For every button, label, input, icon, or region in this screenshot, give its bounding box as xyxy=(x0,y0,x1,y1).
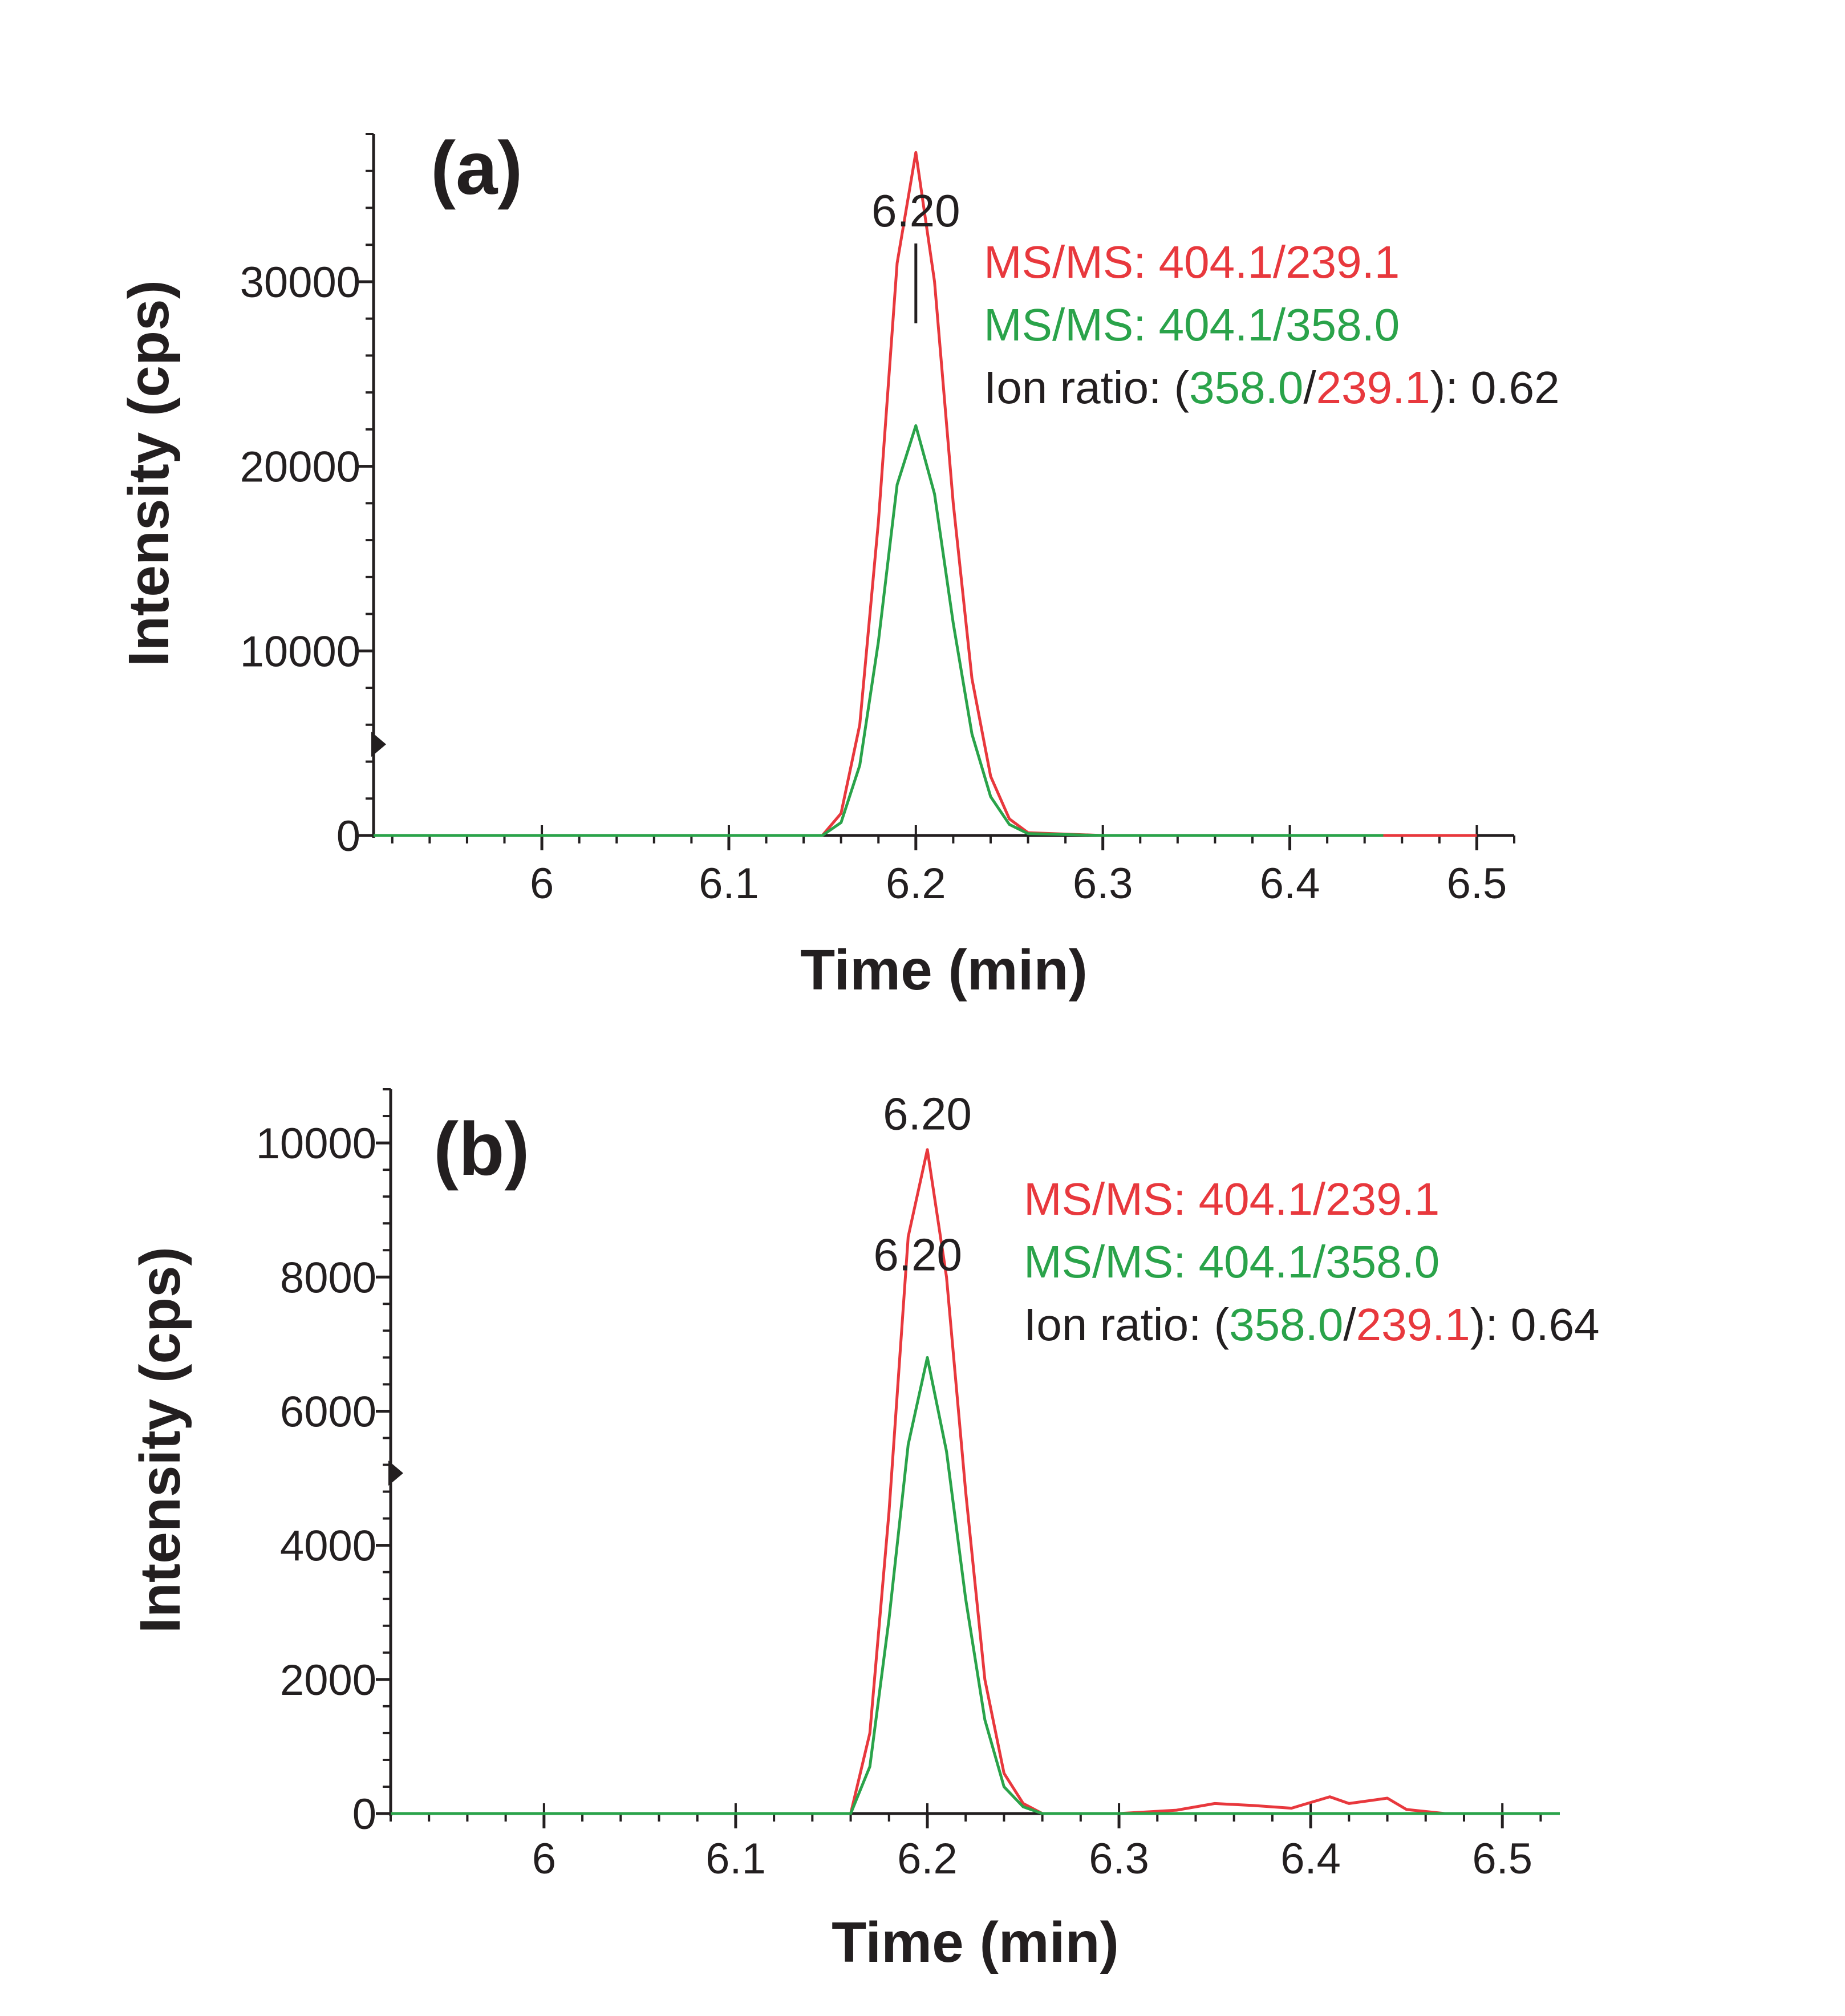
panel-b-x-tick-label: 6 xyxy=(532,1835,556,1883)
panel-b-y-tick-label: 0 xyxy=(352,1790,376,1839)
panel-b-x-tick-label: 6.5 xyxy=(1472,1835,1532,1883)
panel-a-x-axis-title: Time (min) xyxy=(800,938,1088,1002)
panel-b-y-tick-label: 2000 xyxy=(280,1656,376,1705)
panel-b-ion-ratio-part: 239.1 xyxy=(1356,1299,1470,1350)
panel-a-axis-marker xyxy=(371,732,386,757)
panel-a-y-tick-label: 0 xyxy=(336,812,360,861)
panel-a: 6 6.1 6.2 6.3 6.4 6.5 0 10000 20000 30000 6.20 (a) M… xyxy=(117,126,1560,1002)
panel-a-x-tick-label: 6.2 xyxy=(886,859,946,908)
panel-b-peak-label: 6.20 xyxy=(883,1089,972,1139)
panel-b-ion-ratio-part: ): 0.64 xyxy=(1470,1299,1600,1350)
panel-b-x-tick-label: 6.3 xyxy=(1089,1835,1149,1883)
panel-b-y-tick-label: 10000 xyxy=(256,1119,376,1168)
panel-b-y-axis-title: Intensity (cps) xyxy=(128,1247,192,1633)
panel-b-x-tick-label: 6.1 xyxy=(705,1835,766,1883)
panel-a-ion-ratio: Ion ratio: (358.0/239.1): 0.62 xyxy=(984,362,1560,413)
panel-a-legend-entry: MS/MS: 404.1/239.1 xyxy=(984,237,1400,287)
panel-a-x-tick-label: 6.5 xyxy=(1447,859,1507,908)
panel-b-label: (b) xyxy=(433,1107,530,1191)
panel-a-series-358-line xyxy=(374,424,1384,837)
panel-b-y-tick-label: 6000 xyxy=(280,1388,376,1436)
panel-a-y-tick-label: 10000 xyxy=(240,627,360,676)
panel-b-ion-ratio-part: / xyxy=(1343,1299,1356,1350)
panel-b-peak-label: 6.20 xyxy=(873,1230,962,1280)
panel-a-ion-ratio-part: 358.0 xyxy=(1189,362,1303,413)
panel-a-label: (a) xyxy=(431,126,522,210)
panel-b-legend-entry: MS/MS: 404.1/358.0 xyxy=(1024,1236,1439,1287)
panel-b-ion-ratio: Ion ratio: (358.0/239.1): 0.64 xyxy=(1024,1299,1600,1350)
panel-b: 6 6.1 6.2 6.3 6.4 6.5 0 2000 4000 6000 8000 10000 6.… xyxy=(128,1088,1600,1974)
panel-b-x-tick-label: 6.4 xyxy=(1280,1835,1341,1883)
panel-a-ion-ratio-part: 239.1 xyxy=(1316,362,1430,413)
panel-a-legend-entry: MS/MS: 404.1/358.0 xyxy=(984,299,1400,350)
panel-a-y-tick-label: 30000 xyxy=(240,258,360,307)
panel-b-y-tick-label: 8000 xyxy=(280,1254,376,1302)
panel-a-x-tick-label: 6.3 xyxy=(1073,859,1133,908)
panel-a-peak-label: 6.20 xyxy=(871,185,960,236)
panel-a-x-tick-label: 6.4 xyxy=(1260,859,1320,908)
panel-b-legend-entry: MS/MS: 404.1/239.1 xyxy=(1024,1174,1439,1224)
panel-a-y-axis-title: Intensity (cps) xyxy=(117,280,181,667)
panel-a-ion-ratio-part: ): 0.62 xyxy=(1430,362,1560,413)
panel-a-x-tick-label: 6.1 xyxy=(699,859,759,908)
panel-b-series-358-line xyxy=(391,1356,1560,1815)
panel-b-ion-ratio-part: Ion ratio: ( xyxy=(1024,1299,1230,1350)
panel-b-ion-ratio-part: 358.0 xyxy=(1229,1299,1343,1350)
panel-a-x-tick-label: 6 xyxy=(530,859,554,908)
panel-a-ion-ratio-part: / xyxy=(1303,362,1316,413)
panel-b-x-axis-title: Time (min) xyxy=(832,1910,1119,1974)
panel-b-series-239-line xyxy=(391,1148,1560,1815)
panel-a-y-tick-label: 20000 xyxy=(240,443,360,492)
panel-b-x-tick-label: 6.2 xyxy=(897,1835,958,1883)
panel-a-ion-ratio-part: Ion ratio: ( xyxy=(984,362,1190,413)
panel-b-axis-marker xyxy=(388,1461,403,1486)
panel-b-y-tick-label: 4000 xyxy=(280,1522,376,1571)
